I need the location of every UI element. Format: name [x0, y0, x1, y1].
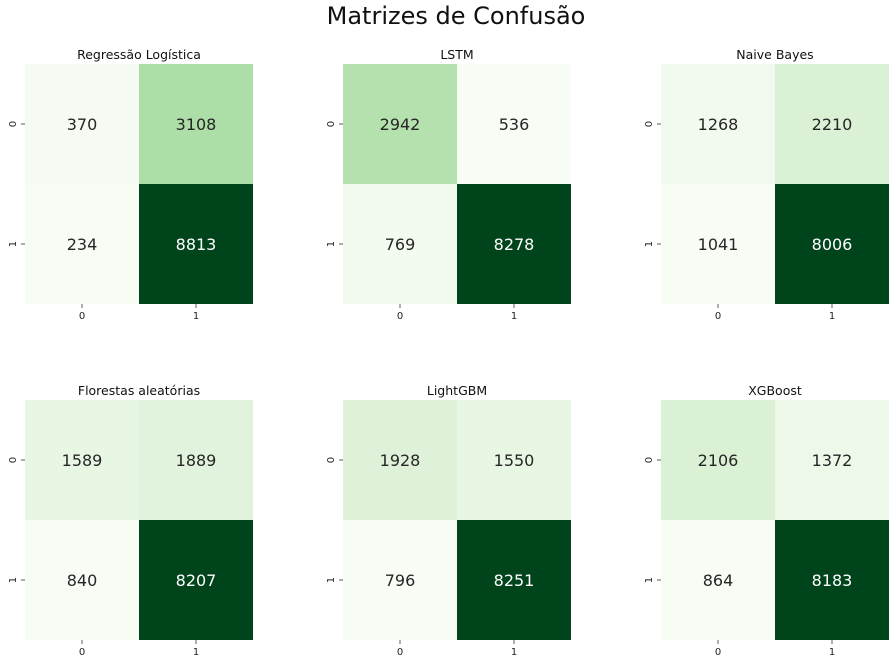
cell-value-label: 2106: [698, 451, 739, 470]
y-tick-label: 1: [644, 241, 655, 247]
heatmap-cell: [775, 184, 889, 304]
cell-value-label: 1589: [62, 451, 103, 470]
heatmap-cell: [661, 520, 775, 640]
heatmap-cell: [343, 400, 457, 520]
x-tick-label: 0: [715, 311, 721, 322]
cell-value-label: 234: [67, 235, 98, 254]
cell-value-label: 2942: [380, 115, 421, 134]
panel-title: LightGBM: [427, 383, 487, 398]
y-tick-label: 1: [326, 241, 337, 247]
x-tick-label: 0: [715, 647, 721, 658]
panel-title: Naive Bayes: [736, 47, 813, 62]
heatmap-cell: [343, 520, 457, 640]
cell-value-label: 1268: [698, 115, 739, 134]
heatmap-cell: [775, 520, 889, 640]
cell-value-label: 864: [703, 571, 734, 590]
heatmap-cell: [139, 520, 253, 640]
heatmap-cell: [457, 64, 571, 184]
heatmap-cell: [457, 400, 571, 520]
cell-value-label: 769: [385, 235, 416, 254]
cell-value-label: 8251: [494, 571, 535, 590]
heatmap-cell: [457, 520, 571, 640]
y-tick-label: 1: [326, 577, 337, 583]
heatmap-panel-3: Naive Bayes 1268 2210 1041 8006 0 1 0 1: [644, 47, 889, 322]
heatmap-cell: [457, 184, 571, 304]
cell-value-label: 8207: [176, 571, 217, 590]
cell-value-label: 370: [67, 115, 98, 134]
heatmap-cell: [661, 64, 775, 184]
panel-title: Regressão Logística: [77, 47, 201, 62]
x-tick-label: 1: [193, 647, 199, 658]
cell-value-label: 1889: [176, 451, 217, 470]
y-tick-label: 1: [8, 577, 19, 583]
heatmap-cell: [775, 64, 889, 184]
heatmap-cell: [139, 400, 253, 520]
heatmap-panel-6: XGBoost 2106 1372 864 8183 0 1 0 1: [644, 383, 889, 658]
panel-title: Florestas aleatórias: [78, 383, 200, 398]
heatmap-cell: [25, 400, 139, 520]
cell-value-label: 1372: [812, 451, 853, 470]
x-tick-label: 0: [79, 311, 85, 322]
heatmap-cell: [661, 184, 775, 304]
cell-value-label: 840: [67, 571, 98, 590]
y-tick-label: 0: [644, 457, 655, 463]
x-tick-label: 0: [397, 647, 403, 658]
y-tick-label: 0: [326, 457, 337, 463]
y-tick-label: 1: [8, 241, 19, 247]
heatmap-cell: [139, 184, 253, 304]
panel-title: XGBoost: [748, 383, 802, 398]
heatmap-panel-5: LightGBM 1928 1550 796 8251 0 1 0 1: [326, 383, 571, 658]
heatmap-cell: [25, 184, 139, 304]
y-tick-label: 0: [644, 121, 655, 127]
figure-title: Matrizes de Confusão: [326, 2, 586, 30]
y-tick-label: 0: [326, 121, 337, 127]
cell-value-label: 1550: [494, 451, 535, 470]
cell-value-label: 796: [385, 571, 416, 590]
cell-value-label: 3108: [176, 115, 217, 134]
y-tick-label: 0: [8, 457, 19, 463]
heatmap-panel-2: LSTM 2942 536 769 8278 0 1 0 1: [326, 47, 571, 322]
y-tick-label: 1: [644, 577, 655, 583]
heatmap-cell: [25, 520, 139, 640]
cell-value-label: 8183: [812, 571, 853, 590]
panel-title: LSTM: [440, 47, 473, 62]
cell-value-label: 2210: [812, 115, 853, 134]
heatmap-panel-4: Florestas aleatórias 1589 1889 840 8207 0 1 0 1: [8, 383, 253, 658]
cell-value-label: 536: [499, 115, 530, 134]
x-tick-label: 1: [193, 311, 199, 322]
x-tick-label: 0: [79, 647, 85, 658]
heatmap-cell: [343, 184, 457, 304]
x-tick-label: 0: [397, 311, 403, 322]
cell-value-label: 8813: [176, 235, 217, 254]
heatmap-cell: [775, 400, 889, 520]
heatmap-cell: [25, 64, 139, 184]
x-tick-label: 1: [829, 311, 835, 322]
cell-value-label: 1041: [698, 235, 739, 254]
heatmap-cell: [139, 64, 253, 184]
cell-value-label: 8006: [812, 235, 853, 254]
x-tick-label: 1: [511, 311, 517, 322]
x-tick-label: 1: [511, 647, 517, 658]
x-tick-label: 1: [829, 647, 835, 658]
heatmap-panel-1: Regressão Logística 370 3108 234 8813 0 1 0 1: [8, 47, 253, 322]
cell-value-label: 8278: [494, 235, 535, 254]
heatmap-cell: [661, 400, 775, 520]
cell-value-label: 1928: [380, 451, 421, 470]
heatmap-cell: [343, 64, 457, 184]
y-tick-label: 0: [8, 121, 19, 127]
